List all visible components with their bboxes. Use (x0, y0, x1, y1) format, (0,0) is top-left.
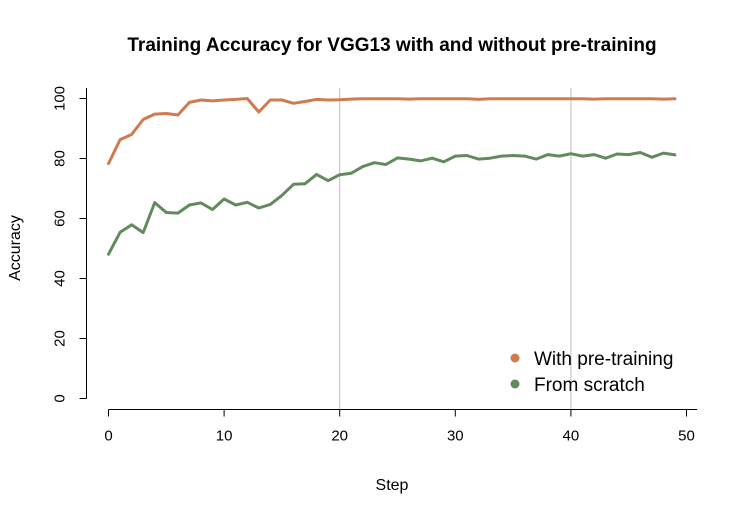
series-lines (107, 97, 677, 256)
x-tick-label-30: 30 (447, 428, 464, 445)
y-tick-label-80: 80 (52, 150, 69, 167)
legend-label-2: From scratch (534, 375, 645, 396)
x-tick-label-50: 50 (678, 428, 695, 445)
y-tick-label-0: 0 (52, 394, 69, 402)
legend-marker-2 (510, 379, 520, 389)
y-tick-label-20: 20 (52, 330, 69, 347)
x-tick-label-20: 20 (331, 428, 348, 445)
series-line-2 (107, 151, 677, 256)
x-tick-label-0: 0 (104, 428, 112, 445)
x-tick-label-40: 40 (563, 428, 580, 445)
legend: With pre-training From scratch (510, 349, 673, 396)
legend-label-1: With pre-training (534, 349, 673, 370)
chart-title: Training Accuracy for VGG13 with and wit… (127, 35, 656, 56)
x-tick-label-10: 10 (216, 428, 233, 445)
axes: 0 10 20 30 40 50 0 20 40 60 80 100 (52, 86, 697, 445)
x-axis-label: Step (376, 477, 409, 494)
y-tick-label-100: 100 (52, 86, 69, 111)
y-axis-label: Accuracy (7, 215, 24, 281)
series-line-1 (107, 97, 677, 166)
vertical-reference-lines (339, 88, 572, 410)
legend-marker-1 (510, 353, 520, 363)
y-tick-label-60: 60 (52, 210, 69, 227)
y-tick-label-40: 40 (52, 270, 69, 287)
